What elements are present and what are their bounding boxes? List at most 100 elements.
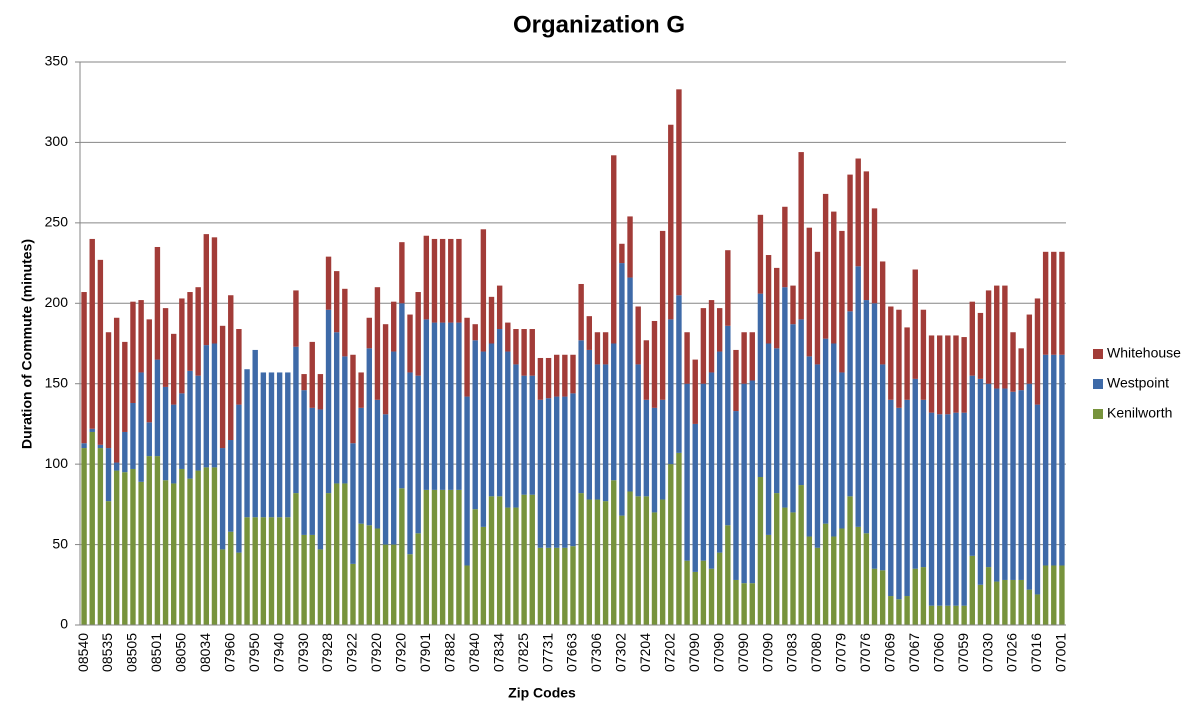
x-tick-label: 07940 [270, 633, 286, 672]
bar-segment [733, 349, 739, 412]
bar-segment [594, 332, 601, 365]
bar-segment [814, 251, 821, 365]
x-tick-label: 07079 [833, 633, 849, 672]
bar-segment [1059, 354, 1065, 566]
bar-segment [146, 456, 152, 625]
bar-segment [700, 383, 707, 561]
bar-segment [570, 393, 576, 547]
bar-segment [391, 351, 397, 545]
x-tick-label: 07930 [295, 633, 311, 672]
bar-segment [806, 536, 813, 625]
bar-segment [879, 261, 886, 365]
bar-segment [676, 89, 682, 296]
bar-segment [928, 605, 935, 625]
x-tick-label: 07030 [979, 633, 995, 672]
bar-segment [619, 515, 625, 625]
x-tick-label: 07922 [344, 633, 360, 672]
bar-segment [782, 206, 788, 288]
bar-segment [431, 238, 438, 323]
bar-segment [985, 383, 992, 568]
bar-segment [472, 324, 478, 341]
bar-segment [219, 549, 226, 625]
bar-segment [285, 372, 291, 518]
bar-segment [635, 306, 641, 365]
bar-segment [961, 337, 967, 413]
bar-segment [749, 332, 755, 381]
bar-segment [513, 329, 519, 365]
bar-segment [782, 287, 788, 508]
x-tick-label: 08050 [173, 633, 189, 672]
bar-segment [529, 494, 535, 625]
bar-segment [684, 383, 690, 561]
bar-segment [627, 216, 633, 278]
bar-segment [529, 329, 535, 376]
bar-segment [619, 243, 625, 264]
bar-segment [309, 407, 315, 535]
bar-segment [741, 332, 747, 384]
bar-segment [391, 301, 397, 352]
bar-segment [350, 443, 356, 564]
bar-segment [236, 329, 242, 405]
bar-segment [977, 312, 984, 379]
bar-segment [619, 263, 625, 516]
bar-segment [847, 174, 853, 312]
bar-segment [195, 287, 201, 376]
bar-segment [545, 357, 552, 399]
bar-segment [765, 534, 772, 625]
bar-segment [1051, 251, 1057, 355]
bar-segment [301, 534, 307, 625]
bar-segment [81, 448, 87, 625]
y-axis-title: Duration of Commute (minutes) [19, 239, 35, 449]
bar-segment [325, 309, 332, 494]
bar-segment [594, 364, 601, 500]
bar-segment [171, 404, 177, 484]
bar-segment [268, 372, 275, 518]
bar-segment [1051, 565, 1057, 625]
bar-segment [863, 300, 870, 534]
bar-segment [399, 303, 405, 489]
bar-segment [317, 374, 324, 410]
bar-segment [268, 517, 275, 625]
bar-segment [961, 412, 967, 606]
y-tick-label: 100 [45, 455, 69, 471]
bar-segment [456, 489, 462, 625]
bar-segment [162, 386, 169, 481]
bar-segment [659, 230, 666, 400]
legend-swatch [1093, 409, 1103, 419]
bar-segment [855, 266, 861, 527]
bar-segment [130, 301, 136, 404]
x-tick-label: 07067 [906, 633, 922, 672]
bar-segment [928, 335, 935, 413]
bar-segment [888, 596, 894, 625]
bar-segment [113, 470, 120, 625]
bar-segment [293, 346, 299, 494]
bar-segment [994, 581, 1000, 625]
x-tick-label: 07840 [466, 633, 482, 672]
bar-segment [790, 324, 796, 513]
bar-segment [236, 404, 242, 553]
bar-segment [439, 322, 446, 490]
bar-segment [953, 412, 959, 606]
bar-segment [1042, 354, 1049, 566]
bar-segment [676, 295, 682, 453]
bar-segment [863, 171, 870, 301]
bar-segment [945, 335, 951, 415]
bar-segment [627, 491, 633, 625]
bar-segment [374, 287, 381, 400]
bar-segment [244, 369, 250, 518]
bar-segment [554, 354, 560, 397]
bar-segment [276, 372, 283, 518]
bar-segment [301, 374, 307, 391]
x-tick-label: 07080 [808, 633, 824, 672]
bar-segment [309, 534, 315, 625]
x-tick-label: 07069 [882, 633, 898, 672]
bar-segment [105, 501, 112, 625]
bar-segment [1018, 579, 1024, 625]
bar-segment [1059, 565, 1065, 625]
bar-segment [203, 467, 210, 625]
legend-label: Whitehouse [1107, 345, 1181, 361]
bar-segment [1010, 332, 1016, 392]
bar-segment [187, 478, 193, 625]
bar-segment [774, 493, 780, 625]
